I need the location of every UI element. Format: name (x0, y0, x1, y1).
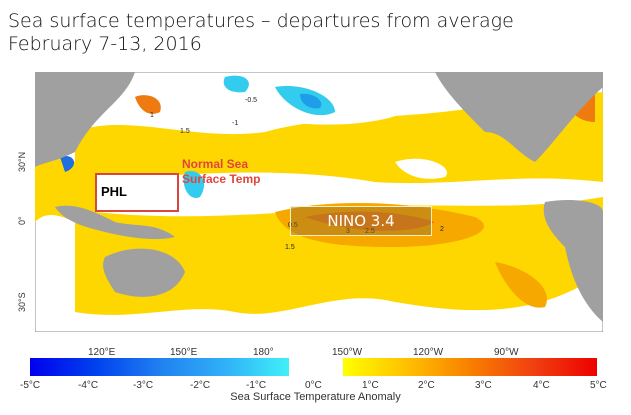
colorbar-tick: 2°C (418, 380, 435, 391)
colorbar-cool (30, 358, 289, 376)
colorbar-tick: 5°C (590, 380, 607, 391)
phl-label: PHL (101, 184, 127, 199)
colorbar-tick: 4°C (533, 380, 550, 391)
north-america-landmass (435, 72, 603, 162)
contour-label: -1 (232, 120, 239, 127)
lat-label-0: 0° (17, 216, 27, 225)
south-america-landmass (543, 200, 603, 322)
lon-label: 180° (253, 347, 274, 358)
map-title: Sea surface temperatures – departures fr… (8, 10, 514, 32)
colorbar-tick: -4°C (78, 380, 99, 391)
land-masses (35, 72, 603, 322)
australia-landmass (103, 248, 185, 297)
nino34-region-box: NINO 3.4 (290, 206, 432, 236)
lon-label: 120°W (413, 347, 444, 358)
lon-label: 150°E (170, 347, 198, 358)
lat-label-30n: 30°N (17, 151, 27, 172)
lon-label: 120°E (88, 347, 116, 358)
colorbar-tick: -1°C (246, 380, 267, 391)
map-subtitle: February 7-13, 2016 (8, 33, 202, 55)
colorbar-tick: 3°C (475, 380, 492, 391)
indonesia-landmass (55, 205, 175, 240)
asia-landmass (35, 72, 135, 167)
colorbar-warm (343, 358, 597, 376)
contour-label: 2.5 (365, 228, 375, 235)
normal-temp-line1: Normal Sea (182, 157, 249, 171)
white-normal-band (95, 89, 603, 217)
normal-temp-line2: Surface Temp (182, 172, 261, 186)
colorbar-tick: 0°C (305, 380, 322, 391)
philippines-highlight-box: PHL (95, 173, 179, 212)
contour-label: 1 (150, 112, 154, 119)
contour-label: 2 (440, 226, 444, 233)
normal-temp-annotation: Normal Sea Surface Temp (182, 157, 260, 187)
contour-label: 3 (346, 228, 350, 235)
contour-label: 1.5 (180, 128, 190, 135)
colorbar-tick: -5°C (20, 380, 41, 391)
colorbar-tick: -2°C (190, 380, 211, 391)
colorbar-tick: -3°C (133, 380, 154, 391)
contour-label: -0.5 (245, 97, 258, 104)
lon-label: 150°W (332, 347, 363, 358)
contour-label: 0.5 (288, 222, 298, 229)
colorbar-tick: 1°C (362, 380, 379, 391)
lat-label-30s: 30°S (17, 292, 27, 312)
contour-label: 1.5 (285, 244, 295, 251)
lon-label: 90°W (494, 347, 519, 358)
colorbar-title: Sea Surface Temperature Anomaly (230, 391, 401, 403)
cool-anomaly-region (60, 75, 335, 198)
